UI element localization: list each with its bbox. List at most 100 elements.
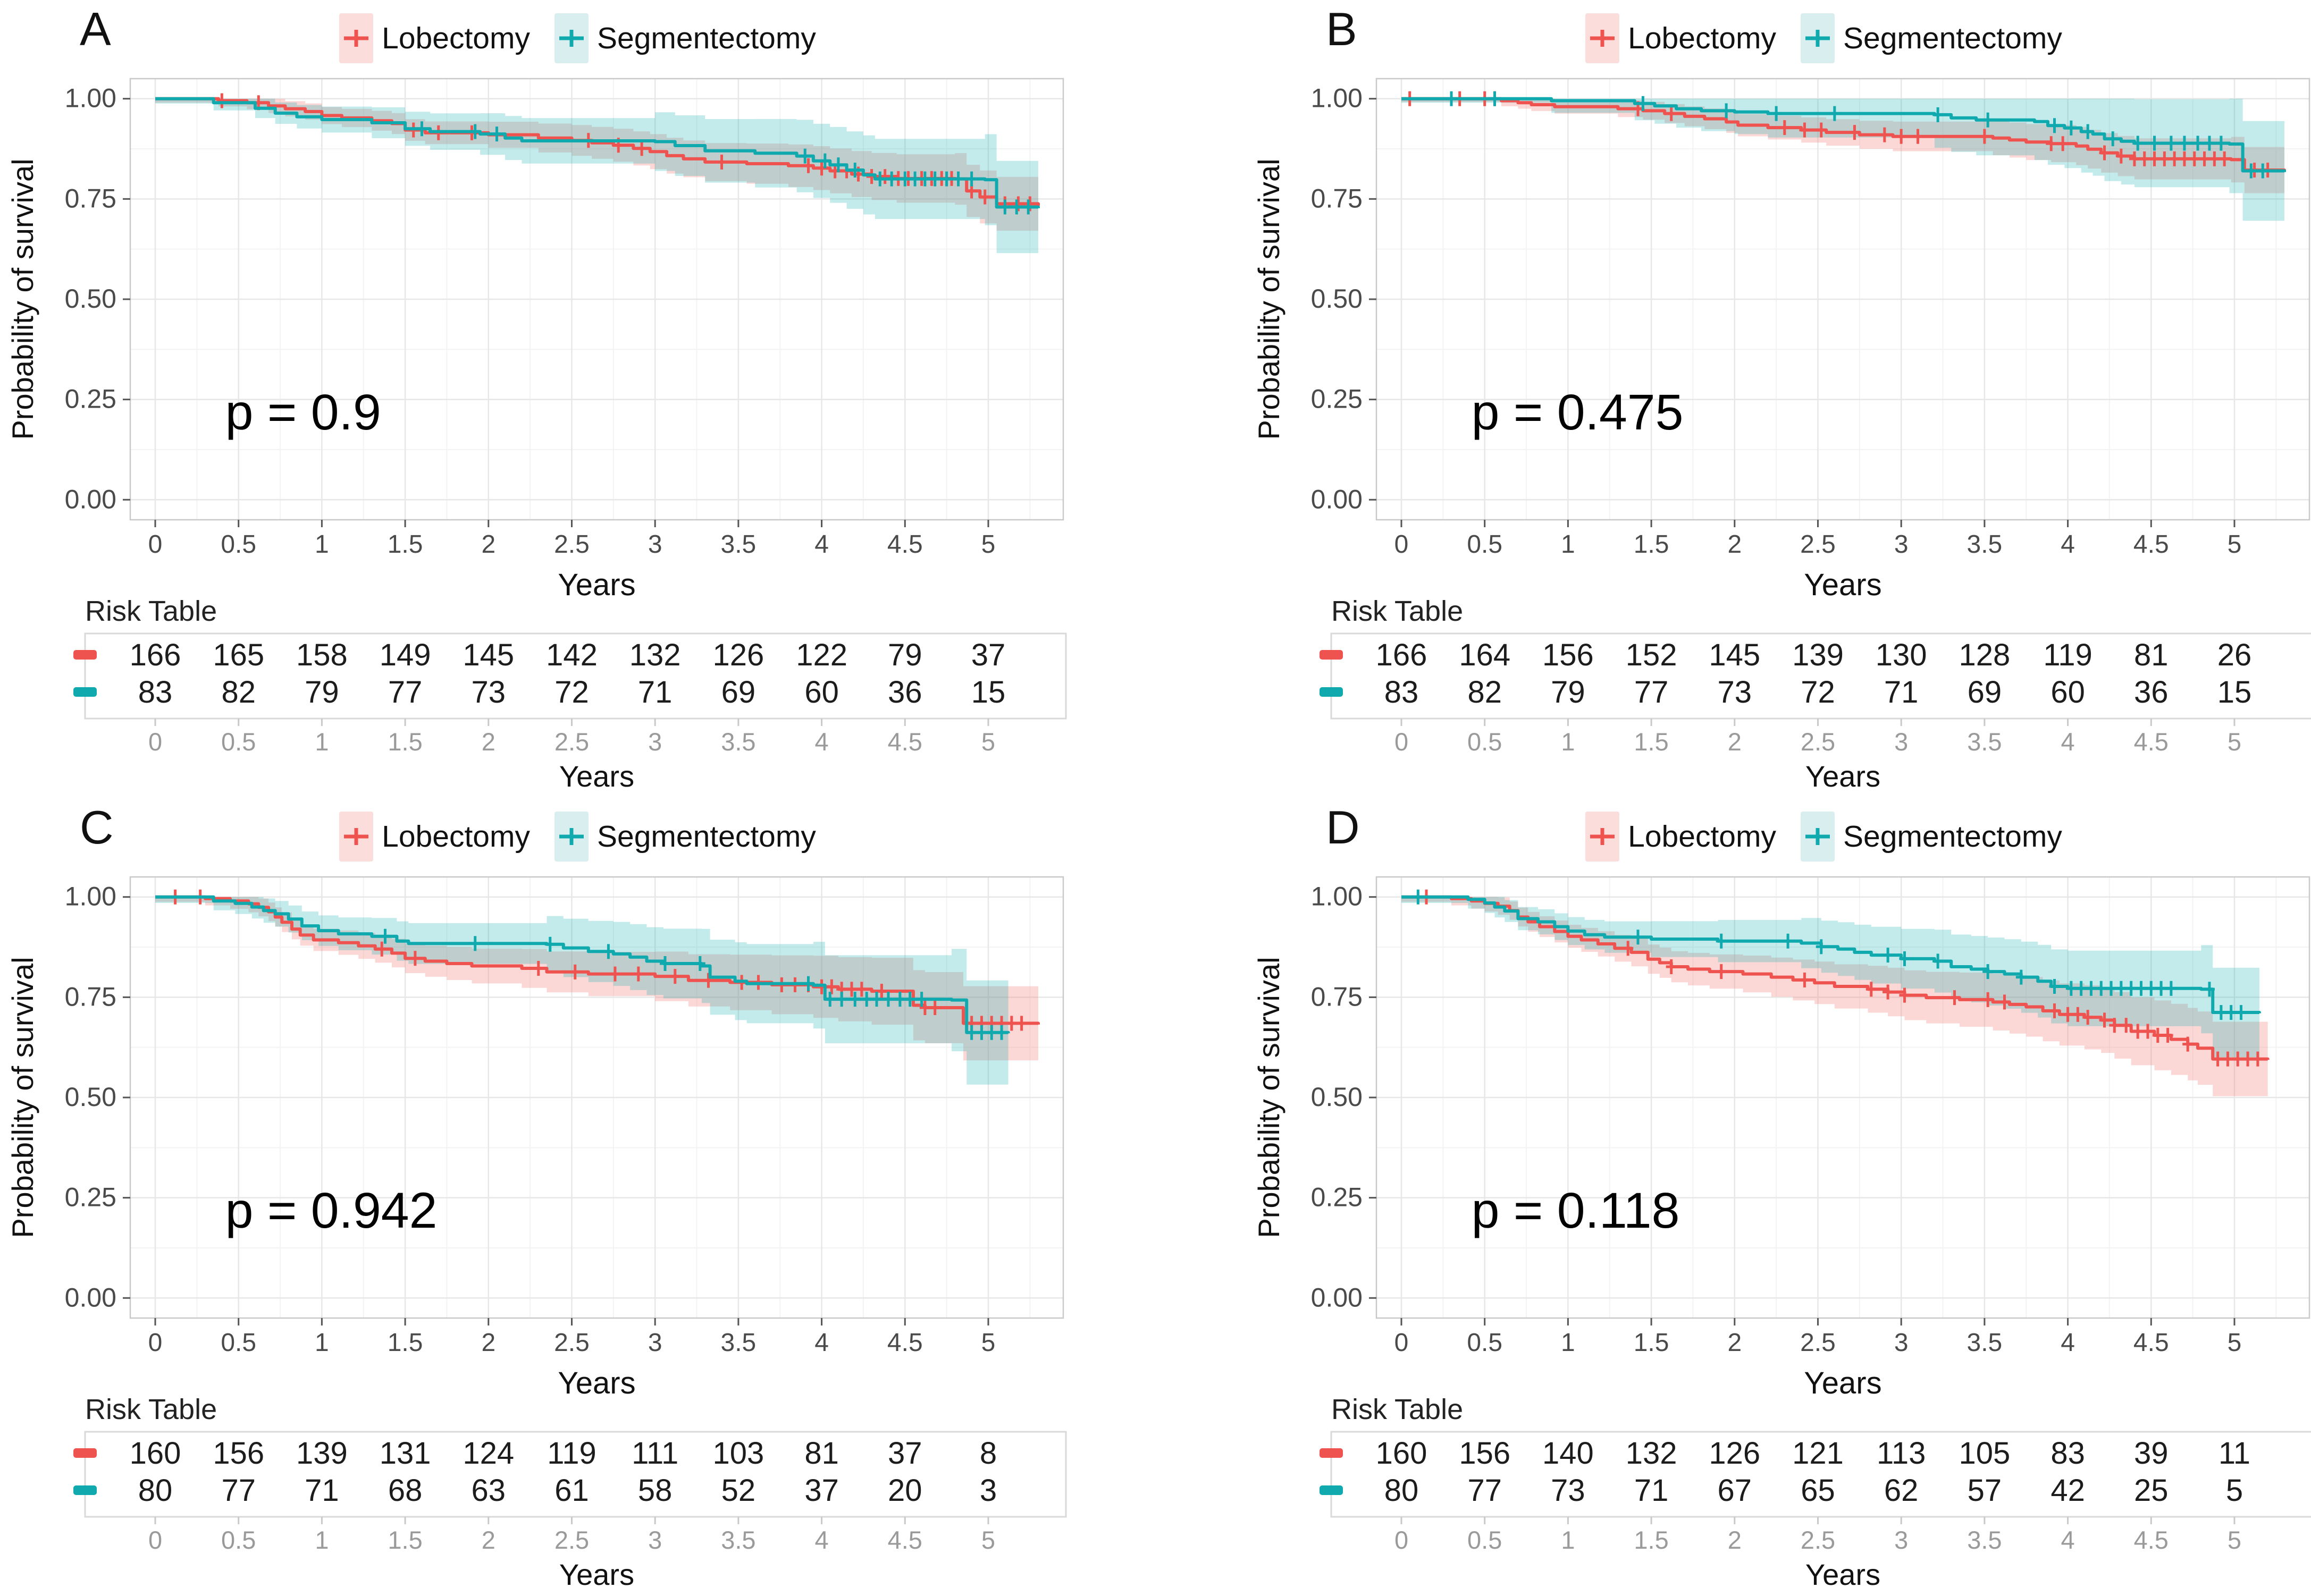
x-tick-label: 4 bbox=[2061, 1329, 2075, 1357]
panel-letter: B bbox=[1326, 3, 1357, 55]
risk-table-x-tick-label: 2.5 bbox=[554, 728, 589, 756]
x-tick-label: 0.5 bbox=[221, 1329, 256, 1357]
legend: Lobectomy Segmentectomy bbox=[0, 9, 1155, 68]
risk-count: 103 bbox=[712, 1436, 764, 1471]
panel-letter: A bbox=[80, 3, 111, 55]
risk-count: 39 bbox=[2134, 1436, 2169, 1471]
risk-count: 160 bbox=[130, 1436, 181, 1471]
risk-table-x-tick-label: 3.5 bbox=[1967, 1526, 2002, 1554]
y-tick-label: 0.75 bbox=[1311, 982, 1363, 1011]
risk-count: 69 bbox=[721, 675, 756, 710]
x-tick-label: 3 bbox=[1894, 530, 1909, 559]
panel-letter: D bbox=[1326, 801, 1360, 854]
x-tick-label: 1.5 bbox=[1634, 1329, 1669, 1357]
risk-count: 166 bbox=[1376, 638, 1427, 672]
risk-table-x-tick-label: 1 bbox=[1561, 1526, 1575, 1554]
risk-table-x-tick-label: 3.5 bbox=[1967, 728, 2002, 756]
y-tick-label: 0.25 bbox=[65, 384, 116, 414]
legend-key-icon bbox=[339, 13, 374, 63]
risk-count: 145 bbox=[1709, 638, 1760, 672]
survival-curve bbox=[155, 895, 1010, 1034]
x-tick-label: 1 bbox=[315, 530, 329, 559]
x-axis-label: Years bbox=[1804, 1366, 1881, 1400]
risk-table-x-tick-label: 2.5 bbox=[1801, 1526, 1835, 1554]
x-axis-label: Years bbox=[558, 568, 635, 602]
x-tick-label: 3.5 bbox=[1967, 530, 2003, 559]
risk-table-title: Risk Table bbox=[1331, 596, 1463, 627]
risk-table-x-tick-label: 3 bbox=[648, 1526, 662, 1554]
risk-row-marker-icon bbox=[1320, 1485, 1343, 1495]
risk-count: 82 bbox=[221, 675, 256, 710]
risk-row-marker-icon bbox=[73, 1448, 97, 1458]
risk-table-x-tick-label: 3 bbox=[1894, 728, 1908, 756]
risk-count: 62 bbox=[1884, 1473, 1919, 1508]
x-tick-label: 0.5 bbox=[221, 530, 256, 559]
risk-count: 139 bbox=[296, 1436, 348, 1471]
survival-curve bbox=[1401, 97, 2286, 173]
x-tick-label: 1.5 bbox=[388, 1329, 423, 1357]
risk-table-x-tick-label: 4.5 bbox=[2134, 1526, 2169, 1554]
y-tick-label: 1.00 bbox=[65, 83, 116, 113]
risk-table-x-tick-label: 1 bbox=[315, 1526, 329, 1554]
x-tick-label: 5 bbox=[981, 530, 996, 559]
legend-key-icon bbox=[1585, 812, 1620, 862]
risk-count: 15 bbox=[2217, 675, 2252, 710]
risk-table-x-tick-label: 5 bbox=[981, 1526, 995, 1554]
risk-table-x-tick-label: 4.5 bbox=[888, 1526, 922, 1554]
risk-table-title: Risk Table bbox=[85, 1395, 217, 1425]
panel-d: D Lobectomy Segmentectomy 0 0.5 1 1.5 2 2.5 3 3.… bbox=[1156, 798, 2311, 1596]
risk-count: 83 bbox=[1384, 675, 1419, 710]
risk-count: 79 bbox=[1551, 675, 1585, 710]
x-tick-label: 3 bbox=[1894, 1329, 1909, 1357]
x-tick-label: 3.5 bbox=[1967, 1329, 2003, 1357]
x-tick-label: 2 bbox=[1727, 1329, 1742, 1357]
x-tick-label: 3 bbox=[648, 530, 662, 559]
risk-table-x-tick-label: 0 bbox=[1394, 728, 1408, 756]
risk-count: 122 bbox=[796, 638, 847, 672]
y-tick-label: 0.25 bbox=[65, 1183, 116, 1212]
risk-table-x-tick-label: 1.5 bbox=[1634, 728, 1668, 756]
p-value-label: p = 0.118 bbox=[1472, 1183, 1680, 1239]
y-axis-label: Probability of survival bbox=[6, 957, 39, 1238]
risk-table-x-tick-label: 4 bbox=[2061, 728, 2075, 756]
survival-plot: 0 0.5 1 1.5 2 2.5 3 3.5 4 4.5 5 1.00 0.75 0.50 0.25 0.0… bbox=[1252, 78, 2310, 602]
risk-count: 8 bbox=[980, 1436, 997, 1471]
risk-table-x-axis-label: Years bbox=[559, 1558, 634, 1591]
risk-count: 113 bbox=[1877, 1436, 1926, 1471]
risk-table-x-tick-label: 2 bbox=[1728, 1526, 1742, 1554]
risk-table-x-tick-label: 2 bbox=[1728, 728, 1742, 756]
risk-count: 61 bbox=[554, 1473, 589, 1508]
y-tick-label: 1.00 bbox=[1311, 83, 1363, 113]
y-tick-label: 0.25 bbox=[1311, 1183, 1363, 1212]
risk-table-x-tick-label: 5 bbox=[2228, 1526, 2241, 1554]
p-value-label: p = 0.942 bbox=[225, 1183, 438, 1239]
x-tick-label: 2 bbox=[481, 1329, 495, 1357]
legend-item-lobectomy: Lobectomy bbox=[339, 812, 530, 862]
risk-row-marker-icon bbox=[73, 650, 97, 660]
survival-curve bbox=[155, 97, 1040, 206]
y-tick-label: 0.00 bbox=[1311, 1282, 1363, 1312]
x-tick-label: 0 bbox=[148, 1329, 163, 1357]
risk-table-x-tick-label: 2 bbox=[482, 728, 495, 756]
survival-curve bbox=[1401, 895, 2261, 1014]
risk-table-x-axis-label: Years bbox=[1805, 1558, 1880, 1591]
x-tick-label: 2.5 bbox=[554, 1329, 590, 1357]
x-tick-label: 4.5 bbox=[887, 1329, 923, 1357]
risk-table-x-tick-label: 1 bbox=[1561, 728, 1575, 756]
legend-item-segmentectomy: Segmentectomy bbox=[1800, 13, 2062, 63]
risk-count: 77 bbox=[388, 675, 423, 710]
x-tick-label: 3.5 bbox=[721, 530, 757, 559]
y-tick-label: 0.00 bbox=[65, 1282, 116, 1312]
risk-count: 131 bbox=[380, 1436, 431, 1471]
confidence-band bbox=[1401, 98, 2284, 195]
legend-label: Segmentectomy bbox=[1843, 21, 2062, 55]
risk-count: 165 bbox=[213, 638, 264, 672]
risk-table-x-tick-label: 3 bbox=[1894, 1526, 1908, 1554]
risk-count: 52 bbox=[721, 1473, 756, 1508]
y-tick-label: 0.75 bbox=[1311, 183, 1363, 213]
x-tick-label: 5 bbox=[981, 1329, 996, 1357]
risk-count: 65 bbox=[1801, 1473, 1835, 1508]
risk-count: 142 bbox=[546, 638, 598, 672]
panel-a: A Lobectomy Segmentectomy 0 0.5 1 1.5 2 2.5 3 3.… bbox=[0, 0, 1155, 798]
